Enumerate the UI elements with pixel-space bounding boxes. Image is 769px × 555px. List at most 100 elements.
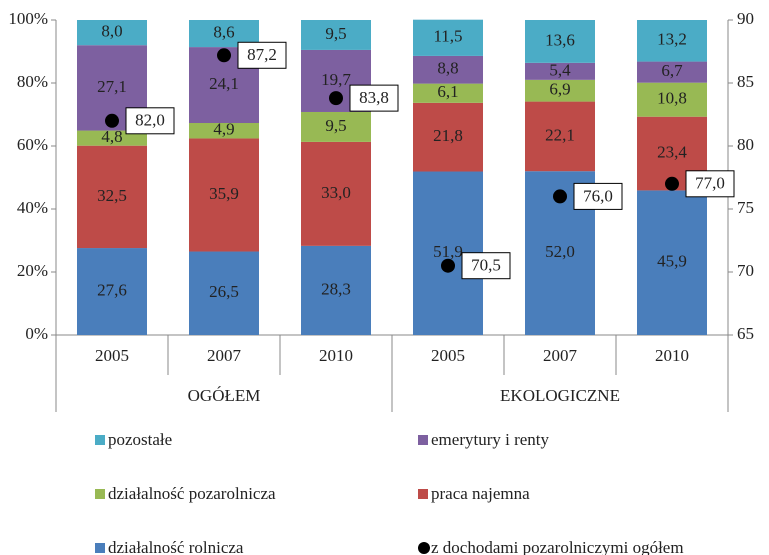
marker	[553, 189, 567, 204]
x-tick-label: 2005	[95, 346, 129, 365]
bar-segment	[525, 20, 595, 63]
y-tick-label: 80%	[17, 72, 48, 91]
y2-tick-label: 65	[737, 324, 754, 343]
legend-label: działalność rolnicza	[108, 538, 244, 555]
bar-value-label: 11,5	[433, 27, 462, 46]
bar-value-label: 35,9	[209, 184, 239, 203]
legend-label: z dochodami pozarolniczymi ogółem	[431, 538, 684, 555]
bar-value-label: 9,5	[325, 24, 346, 43]
bar-segment	[413, 19, 483, 56]
bar-value-label: 52,0	[545, 242, 575, 261]
marker-label: 82,0	[135, 111, 165, 130]
bar-value-label: 8,8	[437, 59, 458, 78]
marker	[217, 48, 231, 63]
marker	[665, 176, 679, 191]
bar-segment	[525, 101, 595, 172]
group-label: EKOLOGICZNE	[500, 386, 620, 405]
bar-segment	[637, 20, 707, 62]
marker-label-box	[685, 170, 735, 198]
bar-value-label: 13,2	[657, 30, 687, 49]
y2-tick-label: 70	[737, 261, 754, 280]
bar-value-label: 13,6	[545, 30, 575, 49]
bar-value-label: 45,9	[657, 252, 687, 271]
bar-segment	[301, 20, 371, 50]
legend-swatch	[95, 435, 105, 445]
bar-value-label: 6,7	[661, 61, 683, 80]
legend-label: praca najemna	[431, 484, 530, 503]
marker	[105, 113, 119, 128]
y2-tick-label: 85	[737, 72, 754, 91]
bar-segment	[525, 62, 595, 80]
bar-segment	[413, 102, 483, 172]
x-tick-label: 2007	[543, 346, 578, 365]
bar-segment	[77, 145, 147, 249]
legend-swatch	[95, 489, 105, 499]
bar-value-label: 21,8	[433, 126, 463, 145]
legend-swatch	[418, 542, 430, 554]
y-tick-label: 100%	[8, 9, 48, 28]
bar-segment	[525, 79, 595, 102]
bar-segment	[189, 123, 259, 139]
bar-value-label: 5,4	[549, 60, 571, 79]
marker-label-box	[349, 84, 399, 112]
marker-label: 70,5	[471, 256, 501, 275]
marker-label: 87,2	[247, 45, 277, 64]
y2-tick-label: 75	[737, 198, 754, 217]
bar-segment	[637, 61, 707, 83]
bar-segment	[77, 248, 147, 335]
bar-value-label: 9,5	[325, 116, 346, 135]
group-label: OGÓŁEM	[188, 386, 261, 405]
marker-label-box	[125, 107, 175, 135]
legend-label: działalność pozarolnicza	[108, 484, 276, 503]
bar-segment	[301, 245, 371, 335]
bar-value-label: 8,0	[101, 22, 122, 41]
bar-segment	[637, 82, 707, 117]
bar-value-label: 24,1	[209, 74, 239, 93]
marker-label: 76,0	[583, 186, 613, 205]
y-tick-label: 20%	[17, 261, 48, 280]
y2-tick-label: 90	[737, 9, 754, 28]
bar-segment	[189, 138, 259, 252]
y-tick-label: 0%	[25, 324, 48, 343]
x-tick-label: 2007	[207, 346, 242, 365]
bar-value-label: 19,7	[321, 70, 351, 89]
bar-segment	[77, 20, 147, 46]
legend-label: pozostałe	[108, 430, 172, 449]
bar-segment	[189, 251, 259, 335]
bar-segment	[77, 130, 147, 146]
bar-segment	[301, 141, 371, 246]
marker	[329, 91, 343, 106]
bar-value-label: 22,1	[545, 125, 575, 144]
bar-segment	[301, 111, 371, 142]
bar-value-label: 26,5	[209, 282, 239, 301]
bar-value-label: 10,8	[657, 89, 687, 108]
y-tick-label: 40%	[17, 198, 48, 217]
legend-swatch	[418, 435, 428, 445]
bar-value-label: 33,0	[321, 183, 351, 202]
bar-value-label: 51,9	[433, 242, 463, 261]
marker-label: 83,8	[359, 88, 389, 107]
marker-label: 77,0	[695, 174, 725, 193]
bar-value-label: 23,4	[657, 142, 687, 161]
legend-label: emerytury i renty	[431, 430, 550, 449]
marker	[441, 258, 455, 273]
marker-label-box	[237, 41, 287, 69]
bar-value-label: 6,9	[549, 80, 570, 99]
bar-value-label: 32,5	[97, 186, 127, 205]
y2-tick-label: 80	[737, 135, 754, 154]
bar-segment	[413, 83, 483, 103]
legend-swatch	[418, 489, 428, 499]
x-tick-label: 2010	[319, 346, 353, 365]
bar-segment	[413, 55, 483, 84]
bar-segment	[637, 190, 707, 335]
bar-value-label: 27,6	[97, 280, 127, 299]
marker-label-box	[461, 252, 511, 280]
bar-value-label: 4,8	[101, 127, 122, 146]
bar-value-label: 4,9	[213, 120, 234, 139]
bar-value-label: 27,1	[97, 77, 127, 96]
bar-value-label: 28,3	[321, 279, 351, 298]
bar-value-label: 8,6	[213, 22, 234, 41]
marker-label-box	[573, 182, 623, 210]
x-tick-label: 2010	[655, 346, 689, 365]
